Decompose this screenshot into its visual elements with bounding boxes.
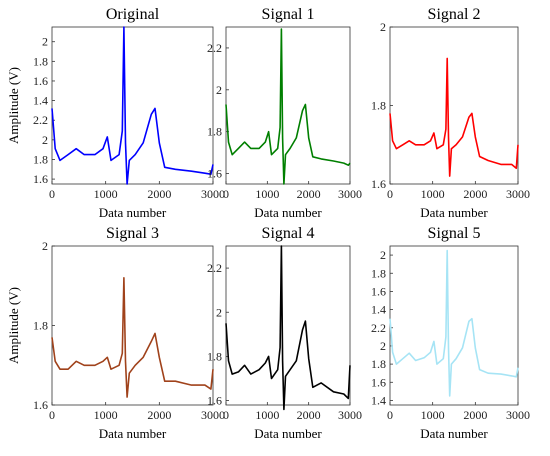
y-tick-label: 2: [42, 35, 48, 49]
y-tick-label: 1.6: [207, 167, 222, 181]
x-tick-label: 2000: [297, 408, 321, 422]
y-tick-label: 1.8: [371, 357, 386, 371]
y-tick-label: 2: [216, 83, 222, 97]
x-tick-label: 0: [49, 408, 55, 422]
y-tick-label: 1.6: [371, 284, 386, 298]
chart-title: Signal 2: [428, 6, 481, 23]
chart-title: Signal 3: [106, 225, 159, 242]
chart-title: Signal 5: [428, 225, 481, 242]
x-tick-label: 2000: [297, 187, 321, 201]
x-tick-label: 1000: [255, 187, 279, 201]
x-tick-label: 0: [223, 187, 229, 201]
y-tick-label: 2: [42, 133, 48, 147]
x-tick-label: 2000: [463, 408, 487, 422]
x-axis-label: Data number: [99, 426, 167, 441]
y-tick-label: 1.4: [33, 94, 48, 108]
x-tick-label: 1000: [421, 187, 445, 201]
y-tick-label: 1.8: [371, 99, 386, 113]
x-tick-label: 3000: [506, 408, 530, 422]
x-tick-label: 3000: [201, 187, 225, 201]
chart-title: Original: [106, 6, 160, 23]
x-tick-label: 0: [387, 408, 393, 422]
signal-line: [225, 245, 351, 411]
x-axis-label: Data number: [420, 205, 488, 220]
y-tick-label: 1.8: [33, 152, 48, 166]
plot-area: [225, 245, 351, 406]
x-tick-label: 2000: [147, 187, 171, 201]
y-tick-label: 1.8: [33, 319, 48, 333]
signal-line: [51, 277, 214, 398]
y-tick-label: 1.6: [33, 172, 48, 186]
y-tick-label: 1.6: [207, 394, 222, 408]
plot-area: [225, 26, 351, 185]
y-tick-label: 1.6: [371, 375, 386, 389]
y-axis-label: Amplitude (V): [6, 287, 21, 364]
plot-area: [51, 26, 214, 185]
x-tick-label: 3000: [338, 408, 362, 422]
y-tick-label: 2.2: [207, 261, 222, 275]
y-tick-label: 1.8: [207, 349, 222, 363]
x-tick-label: 3000: [338, 187, 362, 201]
y-tick-label: 1.4: [371, 393, 386, 407]
signal-line: [389, 249, 519, 397]
x-tick-label: 2000: [463, 187, 487, 201]
x-tick-label: 3000: [201, 408, 225, 422]
x-tick-label: 0: [223, 408, 229, 422]
plot-area: [51, 245, 214, 406]
plot-area: [389, 245, 519, 406]
plot-area: [389, 26, 519, 185]
signal-line: [225, 28, 351, 185]
y-tick-label: 2.2: [371, 321, 386, 335]
y-tick-label: 1.6: [33, 74, 48, 88]
y-tick-label: 2: [380, 248, 386, 262]
y-tick-label: 2.2: [207, 41, 222, 55]
x-axis-label: Data number: [420, 426, 488, 441]
y-tick-label: 1.6: [371, 177, 386, 191]
y-tick-label: 2: [216, 305, 222, 319]
x-tick-label: 1000: [421, 408, 445, 422]
y-tick-label: 1.6: [33, 398, 48, 412]
x-tick-label: 2000: [147, 408, 171, 422]
x-tick-label: 1000: [94, 408, 118, 422]
y-tick-label: 2: [42, 239, 48, 253]
x-axis-label: Data number: [254, 205, 322, 220]
signal-line: [389, 57, 519, 177]
y-tick-label: 2: [380, 339, 386, 353]
x-tick-label: 0: [49, 187, 55, 201]
signal-line: [51, 26, 214, 185]
chart-title: Signal 4: [262, 225, 315, 242]
chart-title: Signal 1: [262, 6, 315, 23]
x-axis-label: Data number: [254, 426, 322, 441]
y-tick-label: 2.2: [33, 113, 48, 127]
y-tick-label: 1.8: [207, 125, 222, 139]
x-axis-label: Data number: [99, 205, 167, 220]
y-tick-label: 1.8: [371, 266, 386, 280]
x-tick-label: 0: [387, 187, 393, 201]
y-axis-label: Amplitude (V): [6, 67, 21, 144]
y-tick-label: 1.8: [33, 54, 48, 68]
x-tick-label: 1000: [94, 187, 118, 201]
y-tick-label: 2: [380, 20, 386, 34]
x-tick-label: 1000: [255, 408, 279, 422]
x-tick-label: 3000: [506, 187, 530, 201]
y-tick-label: 1.4: [371, 303, 386, 317]
